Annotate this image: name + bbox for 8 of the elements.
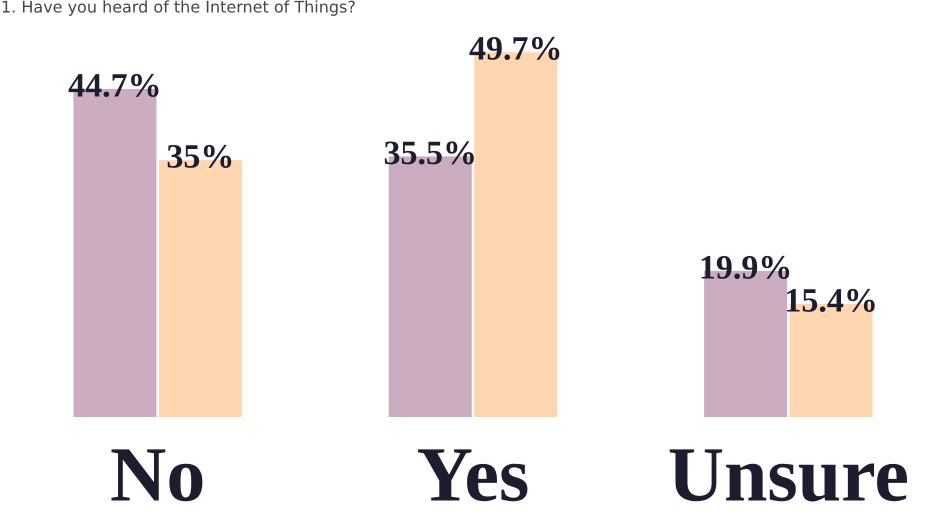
data-label: 35.5% [384,134,478,172]
x-tick-label: Unsure [668,430,909,513]
chart-title: 1. Have you heard of the Internet of Things? [1,0,356,16]
x-tick-label: No [110,430,206,513]
data-label: 49.7% [468,30,562,68]
x-tick-label: Yes [416,430,530,513]
data-label: 44.7% [68,67,162,104]
data-label: 35% [166,138,234,176]
